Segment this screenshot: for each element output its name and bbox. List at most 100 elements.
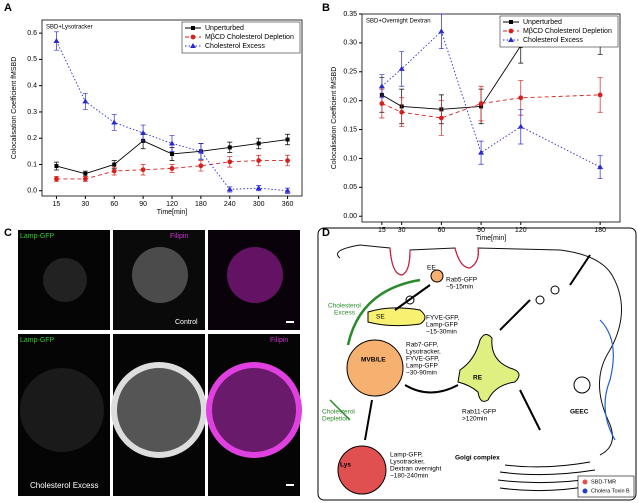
marker	[169, 166, 175, 171]
marker	[82, 176, 88, 182]
marker	[54, 176, 59, 182]
note: Rab7-GFP,	[406, 342, 438, 349]
marker	[256, 158, 262, 163]
note: ~5-15min	[446, 284, 474, 291]
label: EE	[427, 265, 436, 272]
marker	[438, 28, 445, 34]
note: ~180-240min	[390, 473, 429, 480]
panel-label: A	[4, 2, 12, 14]
legend-label: Unperturbed	[523, 19, 562, 26]
x-tick-label: 90	[477, 227, 485, 234]
geec	[573, 376, 591, 394]
note: Lysotracker,	[390, 459, 425, 466]
label: Lys	[340, 462, 351, 469]
note: Rab11-GFP	[462, 409, 496, 416]
panel-c: C Lamp-GFP Filipin Control Lamp-GFP Fili…	[4, 227, 302, 496]
marker	[285, 137, 290, 142]
series-line	[56, 160, 288, 180]
marker	[140, 167, 146, 173]
series-line	[381, 30, 601, 168]
marker	[398, 65, 405, 71]
series-line	[381, 36, 601, 110]
label: GEEC	[570, 409, 589, 416]
marker	[54, 164, 59, 169]
y-tick-label: 0.0	[27, 188, 37, 195]
vesicle	[535, 295, 545, 305]
channel-label: Lamp-GFP	[20, 337, 55, 344]
x-tick-label: 120	[515, 227, 527, 234]
note: Lamp-GFP,	[390, 452, 423, 459]
vesicle	[405, 295, 415, 305]
y-tick-label: 0.35	[343, 11, 357, 18]
marker	[169, 140, 175, 146]
arrow	[404, 384, 459, 394]
series-line	[381, 94, 601, 119]
x-tick-label: 15	[53, 201, 61, 208]
x-tick-label: 15	[378, 227, 386, 234]
ee	[430, 269, 444, 283]
vesicle	[550, 285, 560, 295]
cell	[132, 247, 188, 303]
label: Cholesterol	[328, 303, 361, 310]
scale-bar	[286, 321, 294, 323]
mvb	[346, 339, 404, 397]
cell	[43, 258, 87, 302]
channel-label: Filipin	[270, 337, 288, 344]
y-tick-label: 0.20	[343, 98, 357, 105]
y-tick-label: 0.4	[27, 83, 37, 90]
x-tick-label: 60	[437, 227, 445, 234]
cell	[206, 362, 302, 458]
legend-box	[499, 15, 619, 48]
marker	[111, 168, 117, 174]
legend-swatch	[582, 479, 588, 485]
legend-box	[181, 21, 301, 54]
cell	[227, 247, 283, 303]
inhibition	[329, 399, 351, 421]
x-axis-label: Time[min]	[476, 235, 507, 242]
geec-membrane	[599, 319, 616, 441]
legend-label: Cholera Toxin B	[591, 488, 630, 494]
x-tick-label: 300	[253, 201, 265, 208]
annotation: SBD+Overnight Dextran	[366, 19, 431, 25]
y-axis-label: Colocalisation Coefficient fMSBD	[11, 57, 18, 160]
note: Lysotracker,	[406, 349, 441, 356]
y-tick-label: 0.6	[27, 30, 37, 37]
panel-label: D	[322, 227, 330, 239]
marker	[378, 83, 385, 89]
marker	[285, 158, 290, 163]
y-tick-label: 0.2	[27, 135, 37, 142]
x-tick-label: 120	[166, 201, 178, 208]
y-tick-label: 0.25	[343, 69, 357, 76]
cell	[20, 368, 104, 452]
marker	[379, 101, 385, 106]
scale-bar	[286, 484, 294, 486]
note: FYVE-GFP,	[426, 315, 460, 322]
golgi	[497, 461, 599, 492]
note: Lamp-GFP	[406, 363, 438, 370]
panel-label: C	[4, 227, 12, 239]
marker	[198, 163, 204, 169]
marker	[284, 187, 291, 193]
y-tick-label: 0.30	[343, 40, 357, 47]
legend-swatch	[582, 488, 588, 494]
y-tick-label: 0.15	[343, 126, 357, 133]
marker	[83, 171, 88, 176]
condition-label: Cholesterol Excess	[30, 481, 98, 490]
legend-swatch	[191, 26, 195, 30]
channel-label: Filipin	[170, 233, 188, 240]
legend-swatch	[190, 34, 196, 40]
y-tick-label: 0.5	[27, 56, 37, 63]
marker	[140, 129, 147, 135]
x-tick-label: 30	[81, 201, 89, 208]
label: MVB/LE	[361, 357, 386, 364]
marker	[227, 159, 233, 165]
pit	[389, 247, 479, 276]
legend-swatch	[508, 28, 514, 34]
marker	[227, 145, 232, 150]
note: ~30-90min	[406, 370, 437, 377]
legend-label: SBD-TMR	[591, 479, 616, 485]
x-tick-label: 90	[139, 201, 147, 208]
marker	[111, 119, 118, 125]
x-tick-label: 60	[110, 201, 118, 208]
